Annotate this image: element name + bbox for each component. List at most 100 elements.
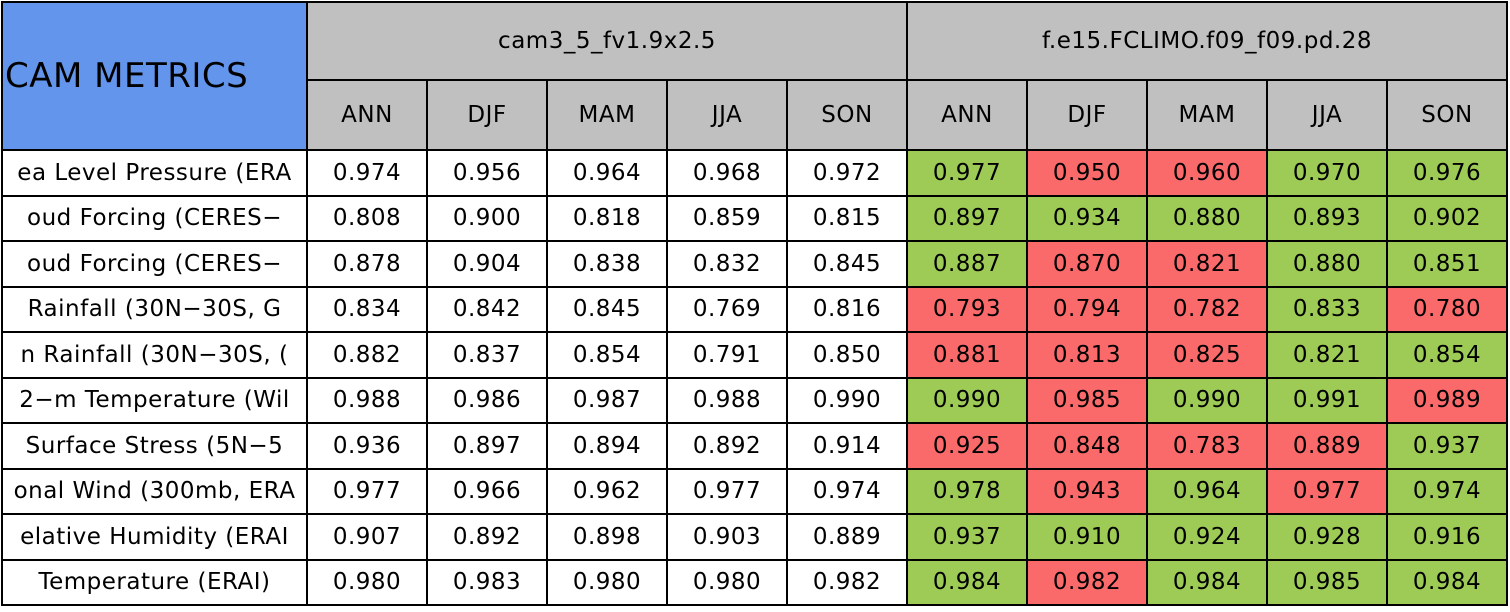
value-cell: 0.960 (1146, 149, 1268, 197)
value-cell: 0.848 (1026, 422, 1148, 470)
value-cell: 0.976 (1386, 149, 1508, 197)
data-row: oud Forcing (CERES− 0.878 0.904 0.838 0.832 0… (1, 240, 1508, 288)
value-cell: 0.892 (666, 422, 788, 470)
value-cell: 0.987 (546, 376, 668, 424)
row-label-cell: Surface Stress (5N−5 (1, 422, 308, 470)
value-cell: 0.977 (306, 467, 428, 515)
value-cell: 0.813 (1026, 331, 1148, 379)
data-row: 2−m Temperature (Wil 0.988 0.986 0.987 0.988… (1, 376, 1508, 424)
value-cell: 0.990 (1146, 376, 1268, 424)
value-cell: 0.893 (1266, 194, 1388, 242)
value-cell: 0.894 (546, 422, 668, 470)
value-cell: 0.985 (1266, 558, 1388, 606)
value-cell: 0.854 (546, 331, 668, 379)
value-cell: 0.889 (786, 513, 908, 561)
value-cell: 0.897 (906, 194, 1028, 242)
value-cell: 0.924 (1146, 513, 1268, 561)
value-cell: 0.832 (666, 240, 788, 288)
value-cell: 0.989 (1386, 376, 1508, 424)
data-row: Rainfall (30N−30S, G 0.834 0.842 0.845 0.769… (1, 285, 1508, 333)
value-cell: 0.966 (426, 467, 548, 515)
value-cell: 0.980 (666, 558, 788, 606)
value-cell: 0.870 (1026, 240, 1148, 288)
row-label: Rainfall (30N−30S, G (27, 296, 282, 323)
value-cell: 0.897 (426, 422, 548, 470)
value-cell: 0.907 (306, 513, 428, 561)
value-cell: 0.881 (906, 331, 1028, 379)
value-cell: 0.990 (906, 376, 1028, 424)
value-cell: 0.880 (1266, 240, 1388, 288)
row-label-cell: ea Level Pressure (ERA (1, 149, 308, 197)
value-cell: 0.988 (666, 376, 788, 424)
value-cell: 0.928 (1266, 513, 1388, 561)
value-cell: 0.816 (786, 285, 908, 333)
header-row: CAM METRICS cam3_5_fv1.9x2.5 f.e15.FCLIMO.… (1, 1, 1508, 151)
value-cell: 0.980 (306, 558, 428, 606)
value-cell: 0.982 (786, 558, 908, 606)
value-cell: 0.793 (906, 285, 1028, 333)
value-cell: 0.964 (1146, 467, 1268, 515)
row-label: Temperature (ERAI) (38, 569, 271, 596)
data-row: onal Wind (300mb, ERA 0.977 0.966 0.962 0.97… (1, 467, 1508, 515)
row-label: oud Forcing (CERES− (27, 205, 282, 232)
value-cell: 0.808 (306, 194, 428, 242)
value-cell: 0.794 (1026, 285, 1148, 333)
value-cell: 0.791 (666, 331, 788, 379)
value-cell: 0.854 (1386, 331, 1508, 379)
value-cell: 0.882 (306, 331, 428, 379)
row-label-cell: elative Humidity (ERAI (1, 513, 308, 561)
data-row: ea Level Pressure (ERA 0.974 0.956 0.964 0.9… (1, 149, 1508, 197)
row-label-cell: oud Forcing (CERES− (1, 240, 308, 288)
row-label: elative Humidity (ERAI (20, 523, 289, 550)
season-header: DJF (426, 79, 548, 151)
value-cell: 0.916 (1386, 513, 1508, 561)
value-cell: 0.956 (426, 149, 548, 197)
value-cell: 0.984 (1146, 558, 1268, 606)
value-cell: 0.936 (306, 422, 428, 470)
value-cell: 0.974 (786, 467, 908, 515)
value-cell: 0.968 (666, 149, 788, 197)
value-cell: 0.902 (1386, 194, 1508, 242)
data-row: Surface Stress (5N−5 0.936 0.897 0.894 0.892… (1, 422, 1508, 470)
value-cell: 0.986 (426, 376, 548, 424)
value-cell: 0.903 (666, 513, 788, 561)
value-cell: 0.985 (1026, 376, 1148, 424)
value-cell: 0.825 (1146, 331, 1268, 379)
season-header: JJA (666, 79, 788, 151)
value-cell: 0.821 (1146, 240, 1268, 288)
value-cell: 0.982 (1026, 558, 1148, 606)
season-header: JJA (1266, 79, 1388, 151)
group-header: cam3_5_fv1.9x2.5 (306, 1, 908, 81)
value-cell: 0.962 (546, 467, 668, 515)
data-row: Temperature (ERAI) 0.980 0.983 0.980 0.980 0.… (1, 558, 1508, 606)
row-label: Surface Stress (5N−5 (25, 432, 284, 459)
row-label: onal Wind (300mb, ERA (13, 478, 296, 505)
row-label-cell: 2−m Temperature (Wil (1, 376, 308, 424)
value-cell: 0.783 (1146, 422, 1268, 470)
value-cell: 0.845 (786, 240, 908, 288)
value-cell: 0.887 (906, 240, 1028, 288)
season-header: SON (1386, 79, 1508, 151)
row-label: n Rainfall (30N−30S, ( (20, 341, 289, 368)
row-label-cell: onal Wind (300mb, ERA (1, 467, 308, 515)
value-cell: 0.838 (546, 240, 668, 288)
value-cell: 0.964 (546, 149, 668, 197)
value-cell: 0.769 (666, 285, 788, 333)
value-cell: 0.910 (1026, 513, 1148, 561)
value-cell: 0.934 (1026, 194, 1148, 242)
value-cell: 0.914 (786, 422, 908, 470)
value-cell: 0.978 (906, 467, 1028, 515)
value-cell: 0.984 (1386, 558, 1508, 606)
season-header: DJF (1026, 79, 1148, 151)
value-cell: 0.970 (1266, 149, 1388, 197)
row-label-cell: n Rainfall (30N−30S, ( (1, 331, 308, 379)
value-cell: 0.842 (426, 285, 548, 333)
value-cell: 0.898 (546, 513, 668, 561)
row-label-cell: Temperature (ERAI) (1, 558, 308, 606)
value-cell: 0.821 (1266, 331, 1388, 379)
value-cell: 0.850 (786, 331, 908, 379)
row-label-cell: oud Forcing (CERES− (1, 194, 308, 242)
value-cell: 0.780 (1386, 285, 1508, 333)
value-cell: 0.925 (906, 422, 1028, 470)
